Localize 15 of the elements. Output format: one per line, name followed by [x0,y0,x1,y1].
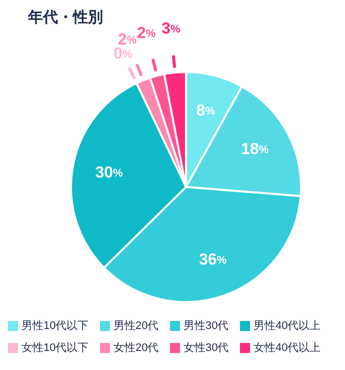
data-label: 18% [241,141,269,158]
legend-label: 女性10代以下 [22,341,89,355]
chart-title: 年代・性別 [28,8,103,27]
legend-label: 女性20代 [114,341,159,355]
data-label: 3% [162,20,181,38]
data-label: 2% [136,25,156,42]
legend-label: 男性40代以上 [254,319,321,333]
legend-label: 男性10代以下 [22,319,89,333]
data-label: 30% [95,164,123,182]
data-label: 36% [198,252,227,269]
legend-label: 男性30代 [184,319,229,333]
data-label: 8% [196,102,216,120]
legend-label: 女性30代 [184,341,229,355]
legend-label: 男性20代 [114,319,159,333]
legend-label: 女性40代以上 [254,341,321,355]
